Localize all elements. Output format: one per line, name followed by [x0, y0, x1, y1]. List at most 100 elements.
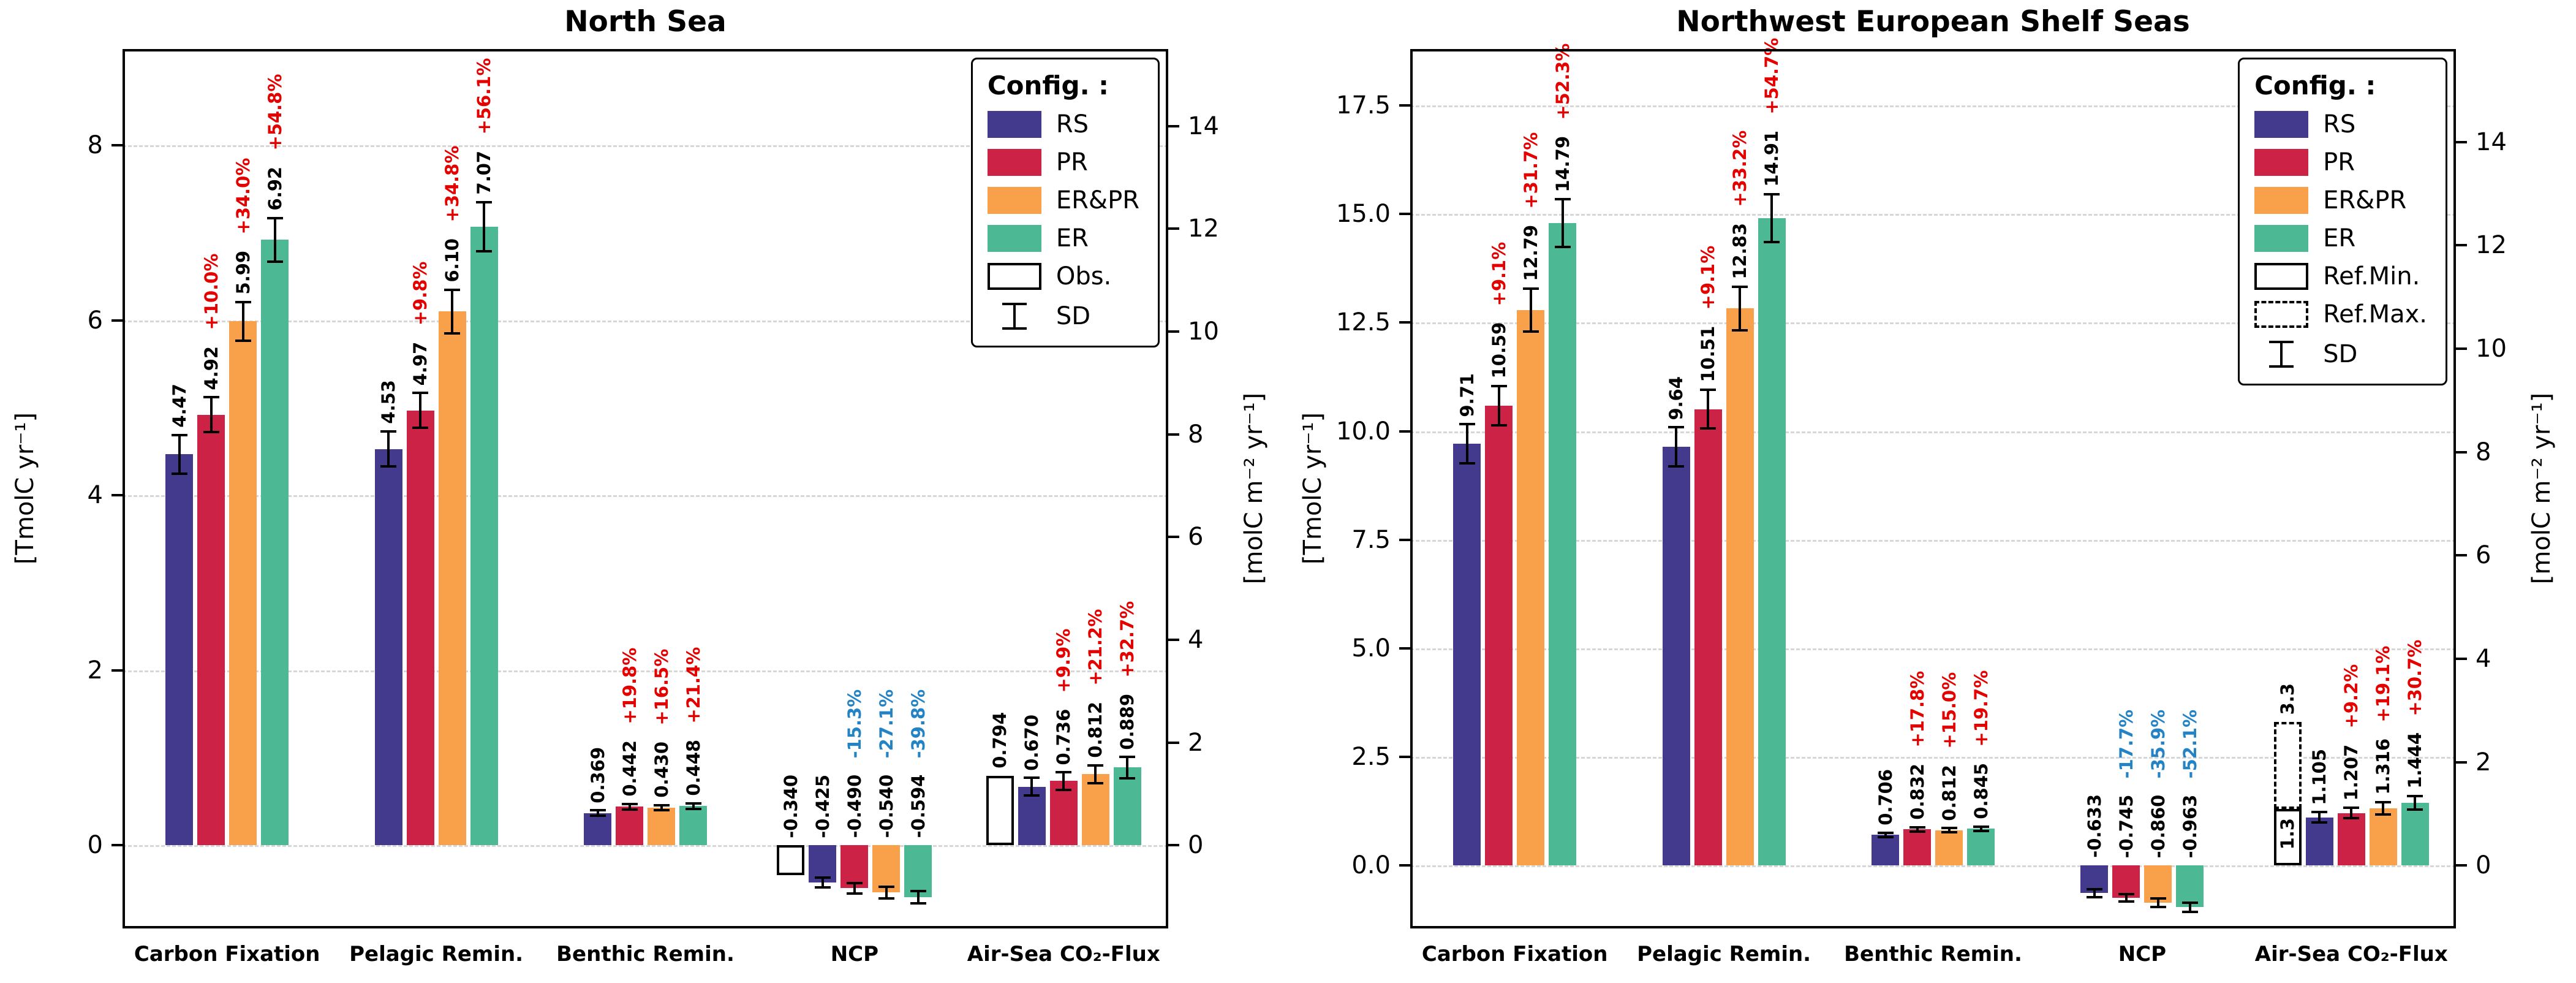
error-bar-cap — [653, 803, 670, 807]
error-bar-cap — [1668, 465, 1685, 468]
bar-ER — [261, 240, 289, 846]
x-category-label: NCP — [2118, 942, 2167, 966]
error-bar-cap — [2375, 813, 2392, 816]
bar-value-label: 0.430 +16.5% — [651, 649, 671, 798]
bar-value: 14.91 — [1761, 130, 1782, 187]
error-bar-cap — [444, 332, 461, 335]
bar-value-label: -0.963 -52.1% — [2179, 709, 2200, 858]
bar-value: -0.340 — [780, 774, 801, 838]
error-bar-cap — [846, 892, 863, 895]
y-axis-tick-label: 12.5 — [1335, 308, 1391, 337]
legend-entry: PR — [2254, 148, 2427, 176]
error-bar-cap — [1554, 246, 1571, 249]
error-bar-cap — [2086, 887, 2102, 890]
bar-value-label: 12.83 +33.2% — [1729, 131, 1750, 279]
x-category-label: Pelagic Remin. — [1637, 942, 1811, 966]
error-bar-cap — [621, 803, 638, 805]
bar-pct-change: +54.7% — [1761, 38, 1782, 115]
bar-value-label: -0.594 -39.8% — [907, 689, 929, 838]
y-axis-tick-label: 2.5 — [1351, 743, 1391, 772]
bar-value-label: 4.97 +9.8% — [409, 262, 431, 386]
legend-entry: Ref.Max. — [2254, 300, 2427, 328]
error-bar-cap — [1119, 756, 1136, 759]
error-bar-cap — [1732, 328, 1748, 332]
y2-axis-tick-mark — [1168, 433, 1179, 436]
plot-area: Config. : RS PR ER&PR ER Obs. SD 4.47 4.92 +10.0… — [123, 49, 1168, 928]
y2-axis-tick-label: 6 — [2476, 541, 2491, 570]
bar-value: -0.425 — [812, 774, 833, 838]
error-bar — [241, 302, 244, 341]
error-bar-cap — [2343, 807, 2360, 810]
y2-axis-tick-mark — [2456, 554, 2467, 557]
error-bar — [1979, 826, 1982, 831]
bar-value-label: -0.745 -17.7% — [2116, 710, 2137, 858]
bar-value: 12.79 — [1520, 224, 1541, 281]
error-bar-cap — [1764, 240, 1780, 243]
error-bar-cap — [685, 802, 701, 805]
y2-axis-tick-mark — [2456, 657, 2467, 660]
error-bar — [1561, 199, 1564, 248]
bar-PR — [616, 807, 643, 846]
bar-pct-change: +10.0% — [200, 253, 222, 330]
y-axis-tick-label: 2 — [87, 656, 103, 685]
error-bar-cap — [2407, 794, 2423, 797]
bar-pct-change: -52.1% — [2179, 709, 2200, 779]
error-bar-cap — [1877, 835, 1894, 838]
bar-ER&PR — [1517, 309, 1545, 866]
legend-entry: ER — [987, 224, 1139, 252]
legend-entry: ER&PR — [987, 186, 1139, 214]
bar-pct-change: +19.7% — [1970, 670, 1992, 748]
legend-swatch-RS — [987, 111, 1041, 138]
error-bar-cap — [1941, 827, 1957, 830]
bar-pct-change: +32.7% — [1117, 601, 1138, 678]
bar-value: 4.97 — [409, 341, 431, 386]
error-bar-cap — [685, 807, 701, 810]
bar-value-label: 12.79 +31.7% — [1520, 132, 1541, 281]
x-category-label: Pelagic Remin. — [349, 942, 524, 966]
grid-line — [123, 145, 1168, 148]
bar-ER — [470, 226, 498, 846]
y2-axis-tick-label: 6 — [1188, 523, 1204, 552]
grid-line — [123, 670, 1168, 672]
sd-errorbar-icon — [988, 300, 1041, 332]
bar-pct-change: -35.9% — [2147, 709, 2169, 779]
bar-pct-change: +9.2% — [2341, 664, 2362, 729]
bar-ER&PR — [1935, 830, 1963, 866]
bar-PR — [1694, 409, 1722, 866]
bar-ER — [1113, 767, 1141, 846]
y2-axis-tick-mark — [2456, 244, 2467, 247]
bar-pct-change: +9.9% — [1053, 628, 1075, 693]
error-bar-cap — [1119, 776, 1136, 780]
bar-value: 14.79 — [1552, 135, 1573, 192]
bar-value: 1.316 — [2373, 738, 2394, 795]
legend-swatch-ER — [987, 225, 1041, 252]
error-bar-cap — [2311, 821, 2328, 824]
error-bar-cap — [1732, 285, 1748, 288]
error-bar — [2188, 903, 2191, 912]
legend-label: SD — [1056, 302, 1091, 330]
bar-value-label: 0.812 +21.2% — [1085, 609, 1106, 758]
error-bar-cap — [1700, 388, 1717, 391]
bar-pct-change: -39.8% — [907, 689, 929, 759]
legend-label: Ref.Max. — [2323, 300, 2427, 328]
y-axis-tick-label: 17.5 — [1335, 91, 1391, 120]
grid-line — [1410, 539, 2456, 542]
bar-value: 0.442 — [619, 740, 640, 797]
y2-axis-tick-label: 12 — [1188, 214, 1219, 243]
bar-value: 4.53 — [377, 380, 399, 424]
bar-value-label: 0.706 — [1875, 769, 1895, 825]
legend-swatch-ER&PR — [987, 187, 1041, 214]
legend-swatch-outline — [2254, 263, 2309, 290]
error-bar-cap — [1056, 771, 1072, 773]
legend-label: ER&PR — [2323, 186, 2407, 214]
y2-axis-tick-mark — [2456, 450, 2467, 454]
error-bar-cap — [1490, 423, 1507, 427]
bar-PR — [2112, 865, 2140, 898]
y2-axis-tick-mark — [2456, 347, 2467, 350]
y-axis-tick-mark — [1399, 430, 1410, 433]
error-bar — [2156, 898, 2159, 908]
bar-pct-change: +19.1% — [2373, 646, 2394, 723]
y2-axis-tick-mark — [1168, 330, 1179, 333]
bar-RS — [2305, 817, 2333, 866]
error-bar-cap — [1522, 287, 1539, 290]
